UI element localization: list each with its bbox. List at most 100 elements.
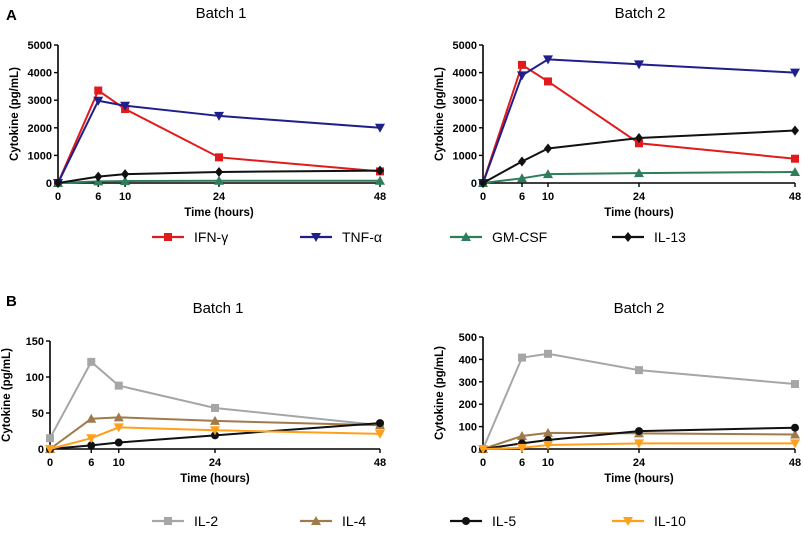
legend-marker xyxy=(311,516,321,525)
data-point xyxy=(113,423,124,433)
data-point xyxy=(544,143,552,154)
chart-title: Batch 1 xyxy=(196,5,247,22)
y-tick-label: 500 xyxy=(459,332,477,344)
data-point xyxy=(518,156,526,167)
x-tick-label: 6 xyxy=(519,191,525,203)
y-tick-label: 3000 xyxy=(28,95,52,107)
x-tick-label: 48 xyxy=(789,191,801,203)
y-axis-label: Cytokine (pg/mL) xyxy=(1,348,13,442)
data-point xyxy=(214,111,224,121)
panel-b-label: B xyxy=(6,293,17,310)
x-tick-label: 0 xyxy=(55,191,61,203)
data-point xyxy=(376,165,384,176)
data-point xyxy=(790,429,800,439)
y-tick-label: 150 xyxy=(26,336,44,348)
data-point xyxy=(54,178,62,188)
data-point xyxy=(790,68,800,78)
y-axis-label: Cytokine (pg/mL) xyxy=(9,67,21,161)
legend-panel-B: IL-2 IL-4 IL-5 IL-10 xyxy=(152,513,686,529)
data-point xyxy=(543,169,553,179)
chart-title: Batch 2 xyxy=(615,5,666,22)
data-point xyxy=(86,413,97,423)
data-point xyxy=(517,173,527,183)
data-point xyxy=(635,133,643,144)
data-point xyxy=(517,71,527,81)
legend-label: IL-2 xyxy=(194,513,218,529)
data-point xyxy=(375,123,385,133)
series-IL-10 xyxy=(45,423,385,454)
legend-marker xyxy=(462,517,470,525)
data-point xyxy=(479,178,487,188)
legend-label: IL-4 xyxy=(342,513,366,529)
legend-label: TNF-α xyxy=(342,229,382,245)
data-point xyxy=(517,431,527,441)
x-tick-label: 10 xyxy=(119,191,131,203)
data-point xyxy=(211,403,219,412)
data-point xyxy=(46,434,54,443)
x-tick-label: 0 xyxy=(480,191,486,203)
data-point xyxy=(791,125,799,136)
y-tick-label: 0 xyxy=(471,444,477,456)
legend-marker xyxy=(311,233,321,242)
data-point xyxy=(376,419,384,428)
data-point xyxy=(94,86,103,95)
y-tick-label: 400 xyxy=(459,354,477,366)
x-tick-label: 48 xyxy=(374,191,386,203)
y-tick-label: 300 xyxy=(459,377,477,389)
x-tick-label: 48 xyxy=(789,457,801,469)
chart-title: Batch 1 xyxy=(193,300,244,317)
y-axis-label: Cytokine (pg/mL) xyxy=(434,346,446,440)
x-tick-label: 10 xyxy=(113,457,125,469)
data-point xyxy=(210,415,220,425)
data-point xyxy=(120,101,131,111)
data-point xyxy=(375,429,385,439)
x-tick-label: 24 xyxy=(213,191,226,203)
x-tick-label: 10 xyxy=(542,191,554,203)
series-IL-5 xyxy=(479,423,799,453)
x-axis-label: Time (hours) xyxy=(184,207,254,219)
y-tick-label: 4000 xyxy=(453,68,477,80)
legend-label: IL-10 xyxy=(654,513,686,529)
data-point xyxy=(544,349,552,358)
chart-3: Batch 1 0 50 100 150 0 6 10 24 48 Time (hours) Cyto… xyxy=(1,300,386,485)
y-tick-label: 200 xyxy=(459,399,477,411)
data-point xyxy=(791,380,799,389)
data-point xyxy=(210,426,220,436)
legend-marker xyxy=(461,232,471,241)
data-point xyxy=(544,77,552,86)
data-point xyxy=(87,441,96,450)
y-tick-label: 100 xyxy=(26,372,44,384)
data-point xyxy=(211,431,219,440)
panel-a-label: A xyxy=(6,7,17,24)
legend-item: IL-4 xyxy=(300,513,366,529)
data-point xyxy=(790,439,800,449)
legend-item: IL-2 xyxy=(152,513,218,529)
series-line xyxy=(482,63,796,184)
data-point xyxy=(635,139,643,148)
x-tick-label: 24 xyxy=(633,457,646,469)
legend-label: IL-5 xyxy=(492,513,516,529)
y-tick-label: 5000 xyxy=(28,40,52,52)
legend-label: IL-13 xyxy=(654,229,686,245)
data-point xyxy=(517,443,527,453)
legend-item: IL-10 xyxy=(612,513,686,529)
data-point xyxy=(791,154,799,163)
chart-title: Batch 2 xyxy=(614,300,665,317)
data-point xyxy=(635,366,643,375)
data-point xyxy=(113,412,124,422)
legend-item: GM-CSF xyxy=(450,229,547,245)
chart-1: Batch 1 0 1000 2000 3000 4000 5000 0 6 10 24 48 Time… xyxy=(9,5,386,219)
y-tick-label: 5000 xyxy=(453,40,477,52)
data-point xyxy=(790,166,800,176)
y-tick-label: 1000 xyxy=(453,150,477,162)
data-point xyxy=(634,439,644,449)
series-line xyxy=(482,58,796,184)
data-point xyxy=(634,168,644,178)
chart-4: Batch 2 0 100 200 300 400 500 0 6 10 24 48 Time (hou… xyxy=(434,300,801,485)
legend-item: IFN-γ xyxy=(152,229,228,245)
legend-item: TNF-α xyxy=(300,229,382,245)
legend-label: GM-CSF xyxy=(492,229,547,245)
legend-marker xyxy=(164,233,172,241)
